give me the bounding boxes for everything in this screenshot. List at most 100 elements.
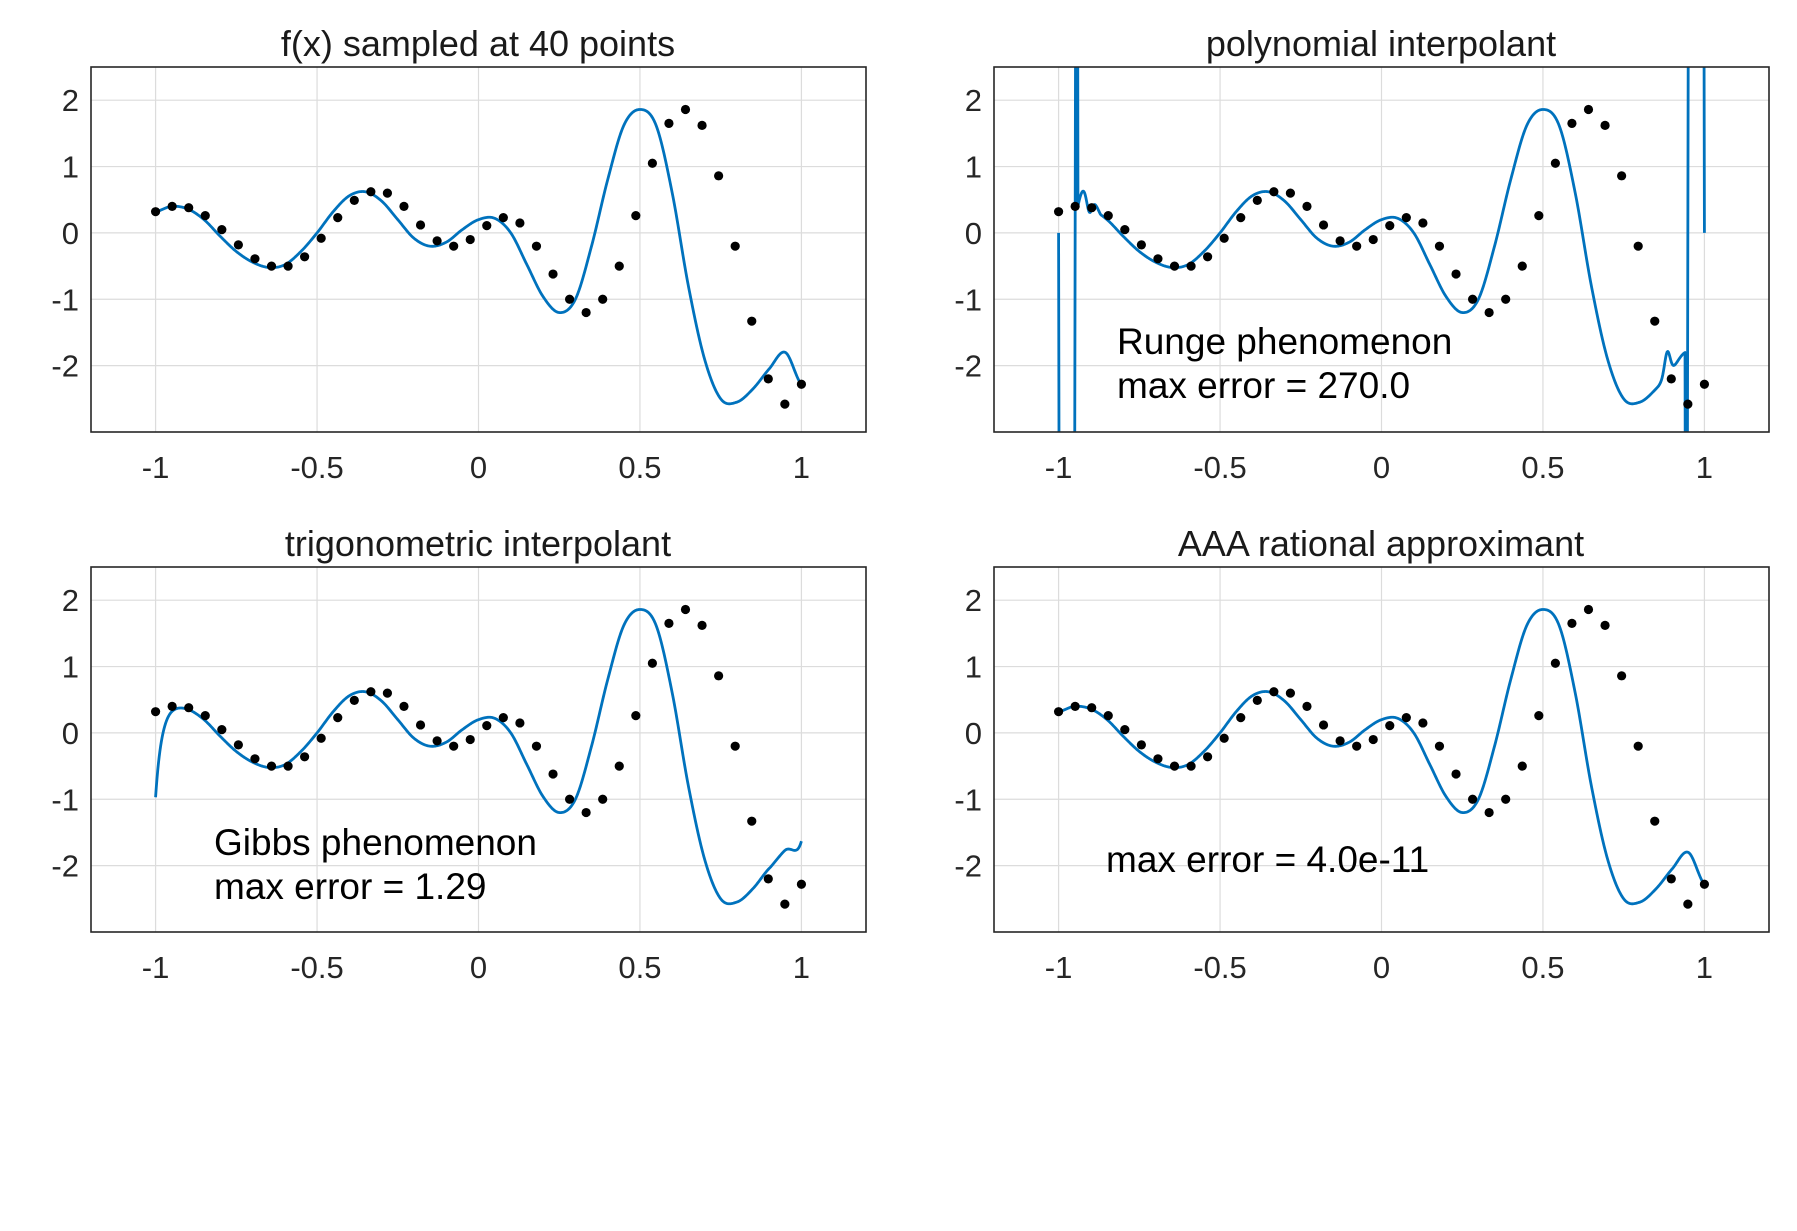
sample-point [498, 213, 508, 223]
x-tick-label: -0.5 [1193, 450, 1246, 485]
sample-point [217, 724, 227, 735]
sample-point [1600, 120, 1610, 130]
sample-point [1567, 118, 1577, 129]
sample-point [1434, 741, 1445, 751]
sample-point [1318, 720, 1329, 730]
sample-point [266, 261, 277, 271]
sample-point [1617, 671, 1627, 681]
panel-title: polynomial interpolant [1206, 23, 1556, 64]
sample-point [1087, 203, 1097, 213]
y-tick-label: -1 [954, 282, 982, 317]
sample-point [664, 118, 674, 129]
sample-point [300, 752, 310, 762]
sample-point [1352, 241, 1362, 251]
sample-point [415, 220, 426, 230]
x-tick-label: 0.5 [1521, 450, 1564, 485]
sample-point [1401, 713, 1411, 723]
x-tick-label: -1 [1045, 950, 1073, 985]
sample-point [1368, 234, 1378, 245]
x-tick-label: -1 [1045, 450, 1073, 485]
sample-point [1451, 269, 1461, 279]
axes-frame [993, 566, 1770, 933]
sample-point [1583, 604, 1594, 615]
axes-frame [90, 66, 867, 433]
sample-point [614, 761, 624, 771]
sample-point [647, 158, 657, 168]
sample-point [1699, 379, 1710, 389]
panel-polynomial-interpolant: -1 -0.5 0 0.5 1 -2 -1 0 1 2 polynomial interpolant… [954, 23, 1770, 485]
sample-point [200, 211, 210, 221]
x-tick-label: -1 [142, 950, 170, 985]
sample-point [150, 207, 161, 217]
sample-point [747, 316, 757, 326]
sample-point [200, 711, 210, 721]
x-tick-label: 0.5 [618, 450, 661, 485]
sample-point [598, 794, 608, 804]
sample-point [415, 720, 426, 730]
sample-point [333, 213, 343, 223]
sample-point [465, 234, 475, 245]
sample-point [1236, 713, 1246, 723]
sample-point [1467, 794, 1478, 804]
y-tick-label: -1 [51, 282, 79, 317]
sample-point [1053, 207, 1064, 217]
sample-point [399, 701, 409, 711]
sample-point [1650, 316, 1660, 326]
sample-point [250, 254, 260, 264]
sample-point [449, 741, 459, 751]
sample-point [664, 618, 674, 629]
panel-sampled-function: -1 -0.5 0 0.5 1 -2 -1 0 1 2 f(x) sampled at 40 poi… [51, 23, 867, 485]
sample-point [1302, 701, 1312, 711]
sample-point [1633, 241, 1643, 251]
sample-point [399, 201, 409, 211]
x-tick-label: 0 [1373, 950, 1390, 985]
sample-point [1484, 807, 1494, 818]
sample-point [1103, 211, 1113, 221]
sample-point [266, 761, 277, 771]
x-tick-label: 0 [1373, 450, 1390, 485]
sample-point [1650, 816, 1660, 826]
sample-point [482, 221, 492, 231]
sample-point [1550, 158, 1560, 168]
panel-aaa-rational-approximant: -1 -0.5 0 0.5 1 -2 -1 0 1 2 AAA rational approxima… [954, 523, 1770, 985]
sample-point [498, 713, 508, 723]
y-tick-label: -2 [954, 849, 982, 884]
sample-point [747, 816, 757, 826]
y-tick-label: 1 [965, 150, 982, 185]
series-curve [1057, 608, 1706, 906]
sample-point [217, 224, 227, 235]
panel-title: f(x) sampled at 40 points [281, 23, 675, 64]
sample-point [1136, 240, 1146, 250]
sample-point [796, 379, 807, 389]
sample-point [1070, 701, 1080, 711]
sample-point [1467, 294, 1478, 304]
sample-point [1285, 188, 1296, 198]
annotation-line-1: Gibbs phenomenon [214, 822, 537, 863]
sample-point [548, 769, 558, 779]
x-tick-label: 0.5 [618, 950, 661, 985]
sample-point [1550, 658, 1560, 668]
sample-point [1203, 252, 1213, 262]
series-curve [154, 108, 803, 406]
sample-point [482, 721, 492, 731]
sample-point [382, 188, 393, 198]
sample-point [598, 294, 608, 304]
sample-point [1153, 754, 1163, 764]
sample-point [1120, 724, 1130, 735]
panel-title: AAA rational approximant [1178, 523, 1584, 564]
x-tick-label: 0 [470, 450, 487, 485]
sample-point [1418, 218, 1428, 228]
y-tick-label: 2 [62, 583, 79, 618]
y-tick-label: 0 [965, 216, 982, 251]
sample-point [780, 399, 790, 409]
x-tick-label: -1 [142, 450, 170, 485]
sample-point [1252, 195, 1262, 205]
annotation-line-2: max error = 270.0 [1117, 365, 1410, 406]
y-tick-label: 0 [62, 716, 79, 751]
y-tick-label: 0 [62, 216, 79, 251]
sample-point [614, 261, 624, 271]
sample-point [349, 195, 359, 205]
sample-point [283, 761, 293, 771]
y-tick-label: 2 [62, 83, 79, 118]
